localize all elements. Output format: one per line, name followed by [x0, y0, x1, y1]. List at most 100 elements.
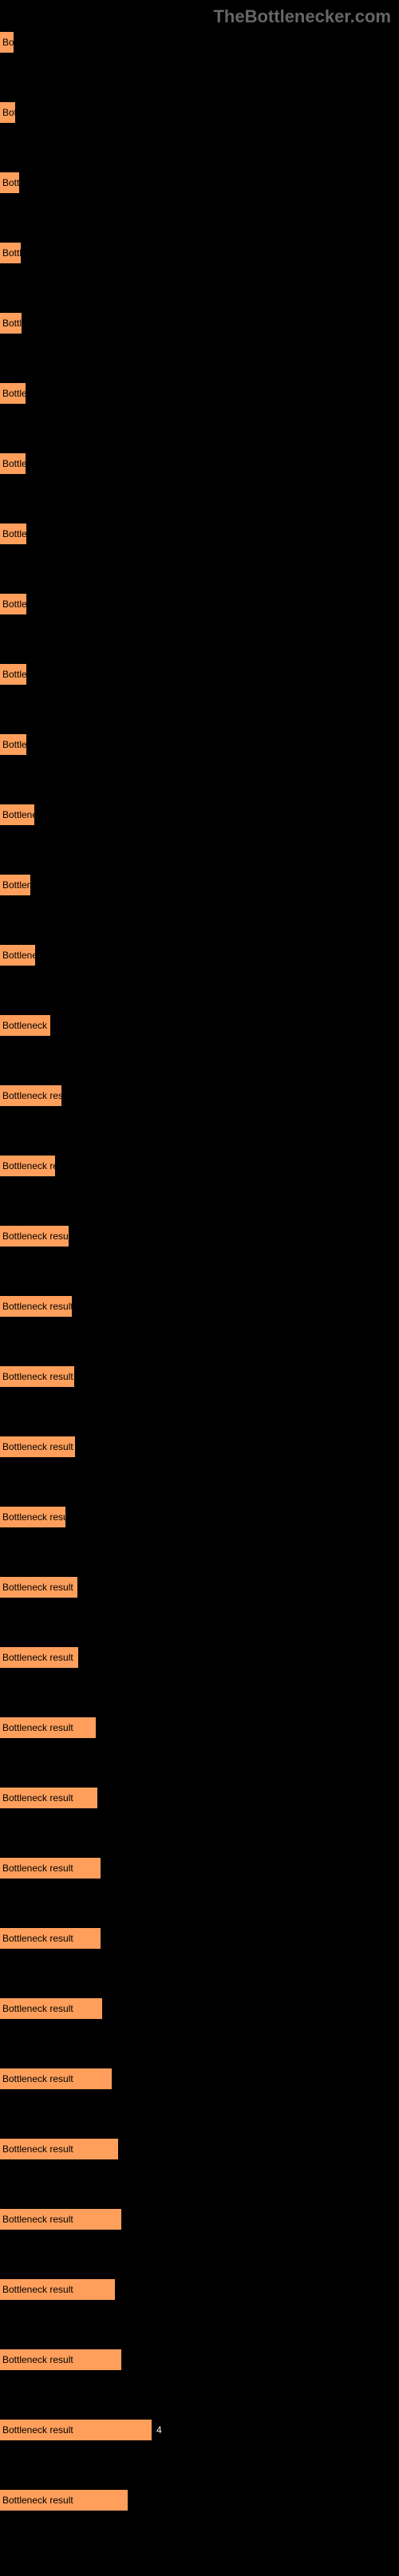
- bar-label: Bottleneck resu: [2, 1090, 69, 1101]
- bar-label: Bo: [2, 37, 14, 48]
- bar-row: Bott: [0, 172, 391, 193]
- bar: Bot: [0, 102, 15, 123]
- watermark-text: TheBottlenecker.com: [213, 6, 391, 27]
- bar-row: Bottleneck result: [0, 2490, 391, 2511]
- bar-label: Bottle: [2, 458, 27, 469]
- bar-label: Bottle: [2, 599, 27, 610]
- bar-label: Bottlene: [2, 809, 38, 820]
- bar: Bottleneck resu: [0, 1507, 65, 1527]
- bar-row: Bottleneck result: [0, 1577, 391, 1598]
- bar: Bottleneck result: [0, 2279, 115, 2300]
- bar-row: Bottle: [0, 523, 391, 544]
- bar-label: Bottleneck result: [2, 2495, 73, 2506]
- bar-label: Bottleneck result: [2, 1722, 73, 1733]
- bar-label: Bottleneck result: [2, 2424, 73, 2436]
- bar-row: Bottleneck result: [0, 2068, 391, 2089]
- bar: Bottleneck result: [0, 1577, 77, 1598]
- bar-row: Bottle: [0, 664, 391, 685]
- bar: Bottleneck r: [0, 1015, 50, 1036]
- bar-value: 4: [156, 2424, 162, 2436]
- bar-label: Bottleneck result: [2, 2003, 73, 2014]
- bar-row: Bottlene: [0, 945, 391, 966]
- bar: Bottle: [0, 453, 26, 474]
- bar-row: Bottleneck result: [0, 1296, 391, 1317]
- bar-label: Bottleneck result: [2, 1371, 73, 1382]
- bar-label: Bottleneck result: [2, 2143, 73, 2155]
- bar-row: Bottl: [0, 243, 391, 263]
- bar-row: Bottlen: [0, 875, 391, 895]
- bar-label: Bottleneck result: [2, 1441, 73, 1452]
- bar: Bottle: [0, 734, 26, 755]
- bar: Bottleneck result: [0, 1226, 69, 1247]
- bar: Bottlen: [0, 875, 30, 895]
- bar-label: Bottle: [2, 669, 27, 680]
- bar: Bottle: [0, 594, 26, 614]
- bar-row: Bottle: [0, 734, 391, 755]
- bar: Bottleneck result: [0, 2490, 128, 2511]
- bar: Bo: [0, 32, 14, 53]
- bar: Bottl: [0, 313, 22, 334]
- bar-label: Bottl: [2, 247, 22, 259]
- bar: Bottleneck result: [0, 2349, 121, 2370]
- bar: Bottle: [0, 383, 26, 404]
- bar-row: Bottle: [0, 453, 391, 474]
- bar-row: Bottleneck result: [0, 2139, 391, 2159]
- bar-row: Bottleneck result 4: [0, 2420, 391, 2440]
- bar: Bottle: [0, 664, 26, 685]
- bar-label: Bottleneck result: [2, 2354, 73, 2365]
- bar: Bottleneck result: [0, 1436, 75, 1457]
- bar-row: Bottle: [0, 594, 391, 614]
- bar-row: Bottleneck result: [0, 2279, 391, 2300]
- bar-chart: Bo Bot Bott Bottl Bottl Bottle Bottle Bottle Bot…: [0, 0, 399, 2576]
- bar-label: Bottle: [2, 739, 27, 750]
- bar-label: Bottl: [2, 318, 22, 329]
- bar-label: Bottleneck result: [2, 2073, 73, 2084]
- bar-row: Bottleneck re: [0, 1156, 391, 1176]
- bar-label: Bot: [2, 107, 17, 118]
- bar-row: Bottleneck r: [0, 1015, 391, 1036]
- bar: Bottleneck result: [0, 2068, 112, 2089]
- bar-row: Bot: [0, 102, 391, 123]
- bar-label: Bottlene: [2, 950, 38, 961]
- bar-row: Bottl: [0, 313, 391, 334]
- bar: Bottleneck result: [0, 1717, 96, 1738]
- bar: Bottleneck result: [0, 1296, 72, 1317]
- bar-row: Bottle: [0, 383, 391, 404]
- bar: Bottleneck re: [0, 1156, 55, 1176]
- bar-row: Bottleneck result: [0, 1436, 391, 1457]
- bar: Bottleneck result: [0, 2209, 121, 2230]
- bar-row: Bottleneck result: [0, 1366, 391, 1387]
- bar-row: Bottleneck result: [0, 1998, 391, 2019]
- bar: Bottleneck result: [0, 1366, 74, 1387]
- bar-row: Bottleneck result: [0, 1717, 391, 1738]
- bar-label: Bottleneck result: [2, 2284, 73, 2295]
- bar-row: Bo: [0, 32, 391, 53]
- bar-row: Bottleneck result: [0, 1858, 391, 1879]
- bar: Bott: [0, 172, 19, 193]
- bar: Bottleneck result: [0, 1858, 101, 1879]
- bar-row: Bottlene: [0, 804, 391, 825]
- bar: Bottleneck resu: [0, 1085, 61, 1106]
- bar-label: Bottleneck result: [2, 1582, 73, 1593]
- bar-label: Bottleneck result: [2, 1652, 73, 1663]
- bar: Bottlene: [0, 945, 35, 966]
- bar-label: Bott: [2, 177, 19, 188]
- bar-label: Bottleneck result: [2, 1792, 73, 1804]
- bar: Bottl: [0, 243, 21, 263]
- bar-label: Bottleneck result: [2, 1933, 73, 1944]
- bar-row: Bottleneck result: [0, 2209, 391, 2230]
- bar-row: Bottleneck result: [0, 1226, 391, 1247]
- bar-label: Bottlen: [2, 879, 32, 891]
- bar-label: Bottleneck result: [2, 1301, 73, 1312]
- bar-label: Bottleneck result: [2, 2214, 73, 2225]
- bar: Bottleneck result: [0, 2139, 118, 2159]
- bar-label: Bottleneck result: [2, 1231, 73, 1242]
- bar-row: Bottleneck result: [0, 1788, 391, 1808]
- bar-label: Bottle: [2, 528, 27, 539]
- bar-label: Bottleneck resu: [2, 1511, 69, 1523]
- bar: Bottleneck result: [0, 1788, 97, 1808]
- bar: Bottleneck result: [0, 1928, 101, 1949]
- bar: Bottleneck result: [0, 1647, 78, 1668]
- bar-row: Bottleneck resu: [0, 1507, 391, 1527]
- bar-label: Bottle: [2, 388, 27, 399]
